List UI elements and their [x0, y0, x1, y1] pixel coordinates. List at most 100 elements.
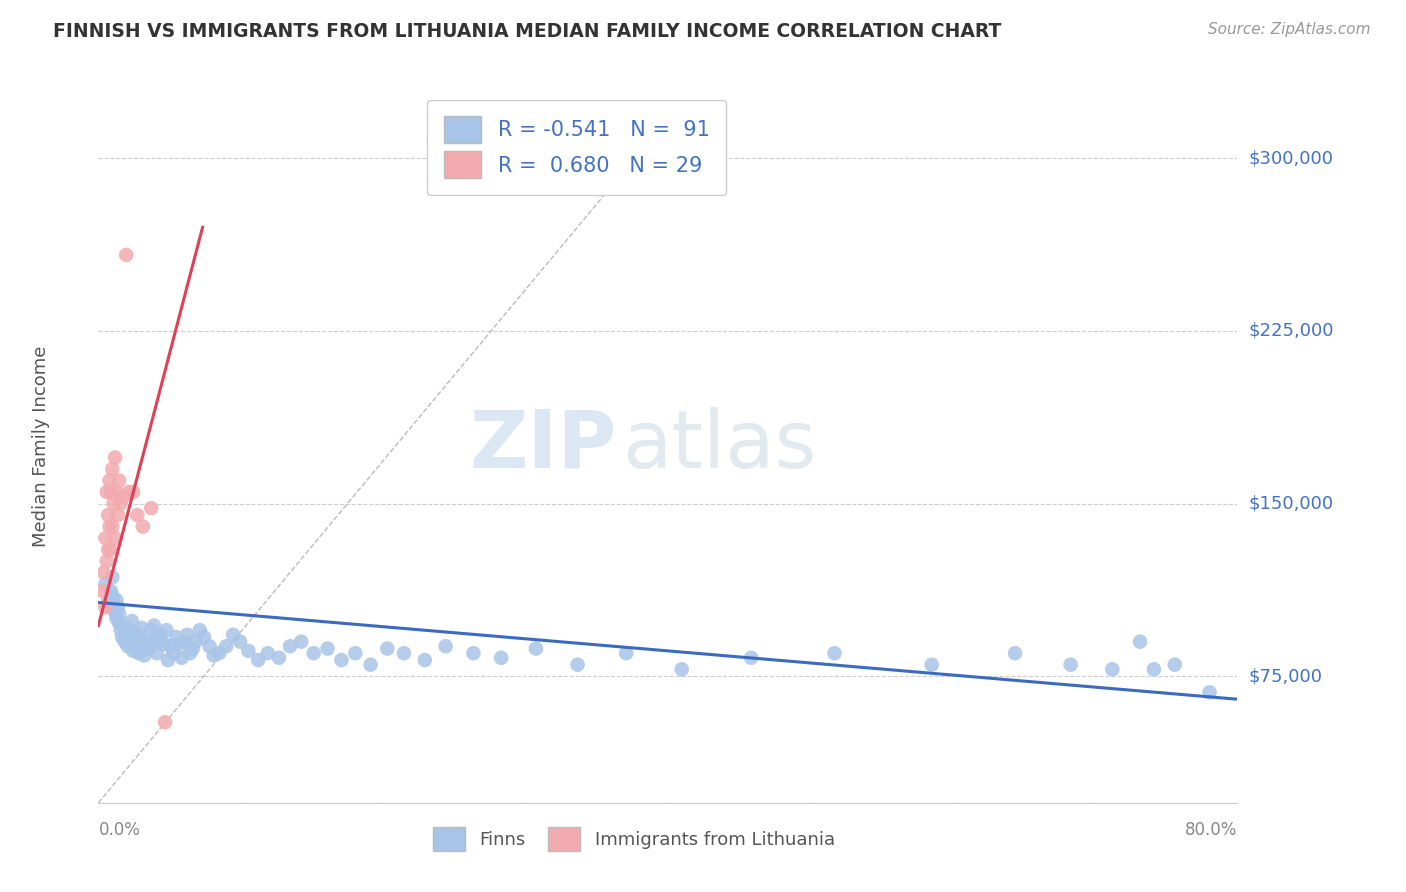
Point	[198, 640, 221, 654]
Point	[125, 640, 148, 654]
Point	[97, 593, 120, 607]
Point	[124, 634, 146, 648]
Point	[96, 485, 118, 500]
Point	[108, 607, 131, 621]
Point	[112, 618, 135, 632]
Point	[105, 593, 128, 607]
Point	[360, 657, 382, 672]
Point	[247, 653, 270, 667]
Point	[330, 653, 353, 667]
Point	[302, 646, 325, 660]
Point	[1059, 657, 1081, 672]
Point	[118, 630, 141, 644]
Point	[100, 542, 122, 557]
Text: FINNISH VS IMMIGRANTS FROM LITHUANIA MEDIAN FAMILY INCOME CORRELATION CHART: FINNISH VS IMMIGRANTS FROM LITHUANIA MED…	[53, 22, 1002, 41]
Point	[1101, 662, 1123, 676]
Point	[290, 634, 312, 648]
Point	[188, 623, 211, 637]
Point	[127, 508, 149, 522]
Text: Source: ZipAtlas.com: Source: ZipAtlas.com	[1208, 22, 1371, 37]
Point	[434, 640, 457, 654]
Point	[98, 519, 121, 533]
Point	[375, 641, 398, 656]
Point	[97, 508, 120, 522]
Point	[121, 614, 143, 628]
Point	[134, 648, 156, 663]
Point	[392, 646, 415, 660]
Text: $150,000: $150,000	[1249, 494, 1333, 513]
Text: $75,000: $75,000	[1249, 667, 1323, 685]
Point	[143, 632, 166, 647]
Point	[921, 657, 943, 672]
Point	[127, 628, 149, 642]
Point	[104, 605, 127, 619]
Point	[141, 623, 163, 637]
Point	[155, 623, 177, 637]
Point	[107, 508, 129, 522]
Point	[143, 618, 166, 632]
Point	[170, 650, 193, 665]
Point	[100, 584, 122, 599]
Point	[1129, 634, 1152, 648]
Point	[101, 519, 124, 533]
Point	[193, 630, 215, 644]
Point	[96, 554, 118, 568]
Point	[1143, 662, 1166, 676]
Point	[132, 519, 155, 533]
Point	[524, 641, 547, 656]
Text: atlas: atlas	[623, 407, 817, 485]
Point	[122, 485, 145, 500]
Point	[110, 497, 132, 511]
Point	[101, 589, 124, 603]
Point	[257, 646, 280, 660]
Point	[463, 646, 485, 660]
Point	[94, 577, 117, 591]
Point	[132, 640, 155, 654]
Point	[202, 648, 225, 663]
Point	[165, 630, 187, 644]
Point	[108, 474, 131, 488]
Point	[173, 634, 195, 648]
Point	[344, 646, 367, 660]
Point	[104, 450, 127, 465]
Point	[98, 600, 121, 615]
Point	[208, 646, 231, 660]
Point	[167, 637, 190, 651]
Point	[118, 485, 141, 500]
Point	[129, 630, 152, 644]
Point	[114, 634, 136, 648]
Point	[93, 566, 115, 580]
Point	[117, 640, 139, 654]
Point	[91, 584, 114, 599]
Point	[152, 637, 174, 651]
Point	[184, 634, 207, 648]
Point	[614, 646, 637, 660]
Point	[94, 600, 117, 615]
Point	[98, 474, 121, 488]
Point	[94, 531, 117, 545]
Point	[115, 248, 138, 262]
Point	[215, 640, 238, 654]
Point	[104, 531, 127, 545]
Point	[120, 623, 142, 637]
Text: 80.0%: 80.0%	[1185, 821, 1237, 838]
Point	[740, 650, 762, 665]
Point	[1164, 657, 1187, 672]
Point	[97, 542, 120, 557]
Point	[105, 485, 128, 500]
Point	[413, 653, 436, 667]
Point	[138, 641, 160, 656]
Point	[110, 623, 132, 637]
Text: ZIP: ZIP	[470, 407, 617, 485]
Point	[108, 616, 131, 631]
Point	[115, 625, 138, 640]
Point	[105, 612, 128, 626]
Point	[238, 644, 260, 658]
Text: 0.0%: 0.0%	[98, 821, 141, 838]
Text: $300,000: $300,000	[1249, 149, 1333, 168]
Point	[824, 646, 846, 660]
Point	[229, 634, 252, 648]
Point	[141, 501, 163, 516]
Point	[149, 628, 172, 642]
Point	[101, 570, 124, 584]
